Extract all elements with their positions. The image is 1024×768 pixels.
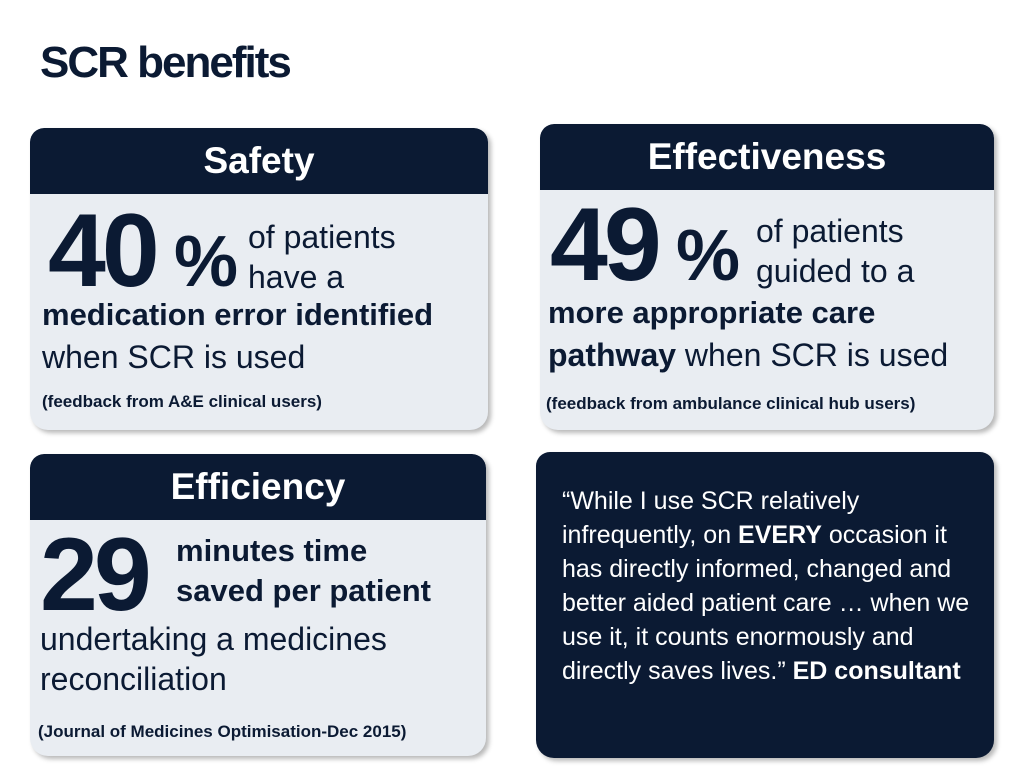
safety-heading: Safety <box>30 128 488 194</box>
efficiency-heading: Efficiency <box>30 454 486 520</box>
consultant-quote: “While I use SCR relatively infrequently… <box>562 484 992 688</box>
quote-emphasis: EVERY <box>738 521 822 549</box>
effectiveness-source: (feedback from ambulance clinical hub us… <box>546 394 916 413</box>
efficiency-stat-number: 29 <box>40 517 152 633</box>
effectiveness-stat-percent: % <box>676 216 741 296</box>
page-title: SCR benefits <box>40 38 292 87</box>
effectiveness-line-3: pathway when SCR is used <box>548 336 948 374</box>
safety-stat-number: 40 <box>48 193 160 309</box>
safety-source: (feedback from A&E clinical users) <box>42 392 322 411</box>
safety-card: Safety 40 % of patients have a medicatio… <box>30 128 488 430</box>
safety-bold-line: medication error identified <box>42 297 434 332</box>
efficiency-card: Efficiency 29 minutes time saved per pat… <box>30 454 486 756</box>
effectiveness-heading: Effectiveness <box>540 124 994 190</box>
efficiency-source: (Journal of Medicines Optimisation-Dec 2… <box>38 722 407 741</box>
effectiveness-card: Effectiveness 49 % of patients guided to… <box>540 124 994 430</box>
effectiveness-line-2: guided to a <box>756 253 915 289</box>
quote-attribution: ED consultant <box>792 657 961 685</box>
quote-text-2: occasion it has directly informed, chang… <box>562 521 970 685</box>
safety-stat-percent: % <box>174 222 239 302</box>
effectiveness-line-1: of patients <box>756 213 904 249</box>
efficiency-line-1: undertaking a medicines <box>40 621 387 657</box>
efficiency-bold-line-2: saved per patient <box>176 573 431 608</box>
safety-line-1: of patients <box>248 219 396 255</box>
effectiveness-bold-word: pathway <box>548 337 677 373</box>
efficiency-bold-line-1: minutes time <box>176 533 368 568</box>
effectiveness-stat-number: 49 <box>550 187 662 303</box>
efficiency-line-2: reconciliation <box>40 661 227 697</box>
effectiveness-bold-line: more appropriate care <box>548 295 876 330</box>
effectiveness-line-3-text: when SCR is used <box>676 337 949 373</box>
quote-text-1: “While I use SCR relatively infrequently… <box>562 487 860 549</box>
safety-line-3: when SCR is used <box>42 339 306 375</box>
quote-card: “While I use SCR relatively infrequently… <box>536 452 994 758</box>
safety-line-2: have a <box>248 259 345 295</box>
